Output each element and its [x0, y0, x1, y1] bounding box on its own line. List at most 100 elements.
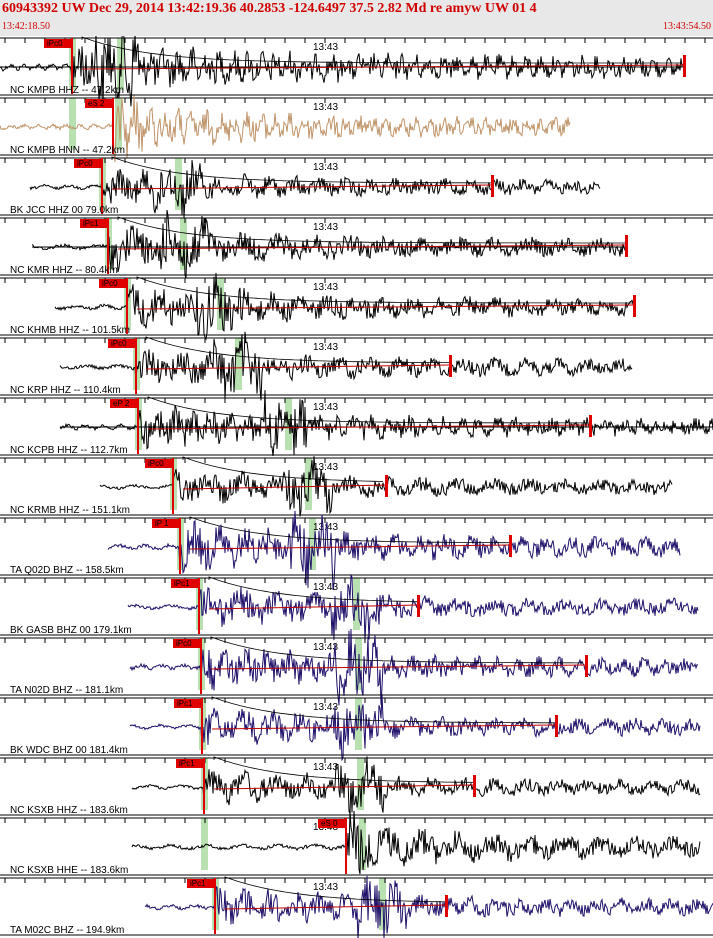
- minute-label: 13:43: [313, 102, 338, 113]
- waveform: [59, 331, 633, 401]
- waveform: [131, 756, 701, 816]
- coda-marker: [491, 175, 494, 197]
- waveform: [131, 810, 701, 875]
- coda-line: [117, 244, 627, 250]
- pick-label: iPc1: [83, 219, 99, 228]
- station-label: NC KMPB HNN -- 47.2km: [10, 145, 125, 156]
- minute-label: 13:43: [313, 462, 338, 473]
- pick-label: iPc1: [190, 879, 206, 888]
- phase-window: [175, 158, 182, 210]
- pick-flag: [145, 459, 173, 468]
- coda-envelope: [189, 516, 510, 544]
- coda-marker: [589, 415, 592, 437]
- pick-flag: [99, 279, 127, 288]
- coda-line: [224, 904, 447, 910]
- coda-line: [147, 424, 591, 430]
- station-label: TA M02C BHZ -- 194.9km: [10, 925, 124, 936]
- coda-marker: [555, 715, 558, 737]
- coda-envelope: [117, 216, 626, 244]
- minute-label: 13:43: [313, 342, 338, 353]
- station-label: NC KMPB HHZ -- 47.2km: [10, 85, 124, 96]
- header-bar: 60943392 UW Dec 29, 2014 13:42:19.36 40.…: [0, 0, 713, 36]
- time-start: 13:42:18.50: [2, 21, 51, 32]
- coda-line: [189, 544, 511, 550]
- coda-marker: [625, 235, 628, 257]
- pick-flag: [176, 759, 204, 768]
- coda-line: [213, 784, 475, 790]
- coda-marker: [385, 475, 388, 497]
- minute-label: 13:43: [313, 642, 338, 653]
- station-label: NC KCPB HHZ -- 112.7km: [10, 445, 128, 456]
- coda-line: [182, 484, 387, 490]
- phase-window: [309, 518, 316, 570]
- station-label: BK GASB BHZ 00 179.1km: [10, 625, 132, 636]
- minute-label: 13:43: [313, 402, 338, 413]
- coda-marker: [633, 295, 636, 317]
- pick-label: eP 2: [113, 399, 130, 408]
- phase-window: [115, 98, 122, 150]
- coda-marker: [449, 355, 452, 377]
- pick-label: iPc0: [102, 279, 118, 288]
- station-label: NC KRP HHZ -- 110.4km: [10, 385, 121, 396]
- coda-envelope: [213, 756, 475, 783]
- waveform: [29, 160, 601, 219]
- coda-envelope: [224, 876, 446, 903]
- pick-flag: [74, 159, 102, 168]
- pick-flag: [80, 219, 108, 228]
- pick-flag: [174, 699, 202, 708]
- pick-flag: [110, 399, 138, 408]
- waveform: [31, 209, 627, 279]
- phase-window: [353, 578, 360, 630]
- coda-envelope: [182, 456, 384, 482]
- pick-label: iPc1: [179, 759, 195, 768]
- coda-line: [111, 184, 493, 190]
- waveform: [0, 95, 571, 163]
- pick-label: iPc0: [47, 39, 63, 48]
- pick-flag: [152, 519, 180, 528]
- phase-window: [235, 338, 242, 390]
- pick-flag: [173, 639, 201, 648]
- waveform: [129, 694, 701, 762]
- coda-marker: [585, 655, 588, 677]
- pick-label: iPc0: [176, 639, 192, 648]
- coda-line: [211, 724, 557, 730]
- coda-line: [81, 64, 685, 70]
- minute-label: 13:43: [313, 42, 338, 53]
- coda-marker: [473, 775, 476, 797]
- coda-marker: [683, 55, 686, 77]
- minute-label: 13:43: [313, 222, 338, 233]
- waveform: [129, 628, 699, 706]
- pick-flag: [171, 579, 199, 588]
- pick-flag: [187, 879, 215, 888]
- waveform: [144, 875, 713, 938]
- station-label: NC KSXB HHE -- 183.6km: [10, 865, 128, 876]
- minute-label: 13:43: [313, 762, 338, 773]
- pick-label: iP 1: [155, 519, 169, 528]
- pick-label: eS 2: [88, 99, 105, 108]
- waveform: [107, 510, 681, 591]
- waveform: [54, 272, 635, 341]
- coda-envelope: [111, 156, 492, 184]
- coda-line: [136, 304, 635, 310]
- event-title: 60943392 UW Dec 29, 2014 13:42:19.36 40.…: [2, 1, 537, 16]
- coda-envelope: [145, 336, 451, 364]
- pick-flag: [85, 99, 113, 108]
- station-label: NC KSXB HHZ -- 183.6km: [10, 805, 128, 816]
- minute-label: 13:43: [313, 882, 338, 893]
- pick-label: eS 0: [321, 819, 338, 828]
- coda-envelope: [147, 396, 589, 424]
- coda-line: [208, 604, 419, 610]
- minute-label: 13:43: [313, 282, 338, 293]
- station-label: BK JCC HHZ 00 79.0km: [10, 205, 118, 216]
- phase-window: [201, 818, 208, 870]
- coda-envelope: [211, 696, 556, 724]
- station-label: NC KRMB HHZ -- 151.1km: [10, 505, 130, 516]
- waveform: [127, 573, 699, 641]
- pick-label: iPc1: [177, 699, 193, 708]
- pick-label: iPc0: [148, 459, 164, 468]
- station-label: TA N02D BHZ -- 181.1km: [10, 685, 123, 696]
- coda-marker: [509, 535, 512, 557]
- pick-flag: [44, 39, 72, 48]
- station-label: NC KHMB HHZ -- 101.5km: [10, 325, 130, 336]
- minute-label: 13:43: [313, 162, 338, 173]
